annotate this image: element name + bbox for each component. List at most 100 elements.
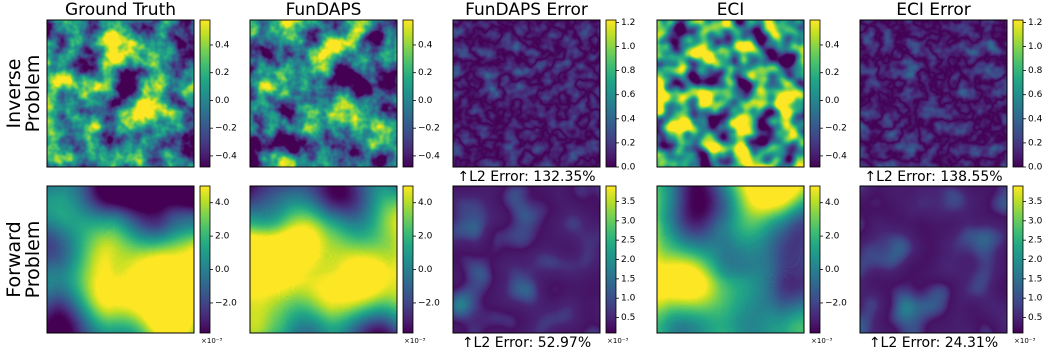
colorbar-tick-label: 0.6: [1028, 90, 1043, 100]
colorbar-exponent: ×10⁻³: [811, 337, 832, 345]
colorbar-tick-label: 0.4: [1028, 114, 1043, 124]
colorbar-tick-label: −0.4: [215, 151, 237, 161]
colorbar-tick-label: 0.5: [1028, 313, 1042, 323]
error-label: ↑L2 Error: 138.55%: [864, 169, 1002, 185]
colorbar-tick-label: 0.0: [215, 96, 230, 106]
heatmap-frame: [249, 185, 398, 334]
colorbar-tick-label: 1.2: [621, 18, 635, 28]
error-label: ↑L2 Error: 132.35%: [457, 169, 595, 185]
colorbar-tick-label: −0.2: [215, 124, 237, 134]
row-label: Problem: [22, 55, 44, 133]
colorbar-tick-label: 0.0: [825, 96, 840, 106]
colorbar-tick-label: 3.0: [621, 216, 636, 226]
colorbar-tick-label: 1.0: [1028, 294, 1043, 304]
colorbar: [1012, 185, 1024, 334]
heatmap: [453, 186, 600, 333]
heatmap: [860, 186, 1007, 333]
heatmap-frame: [859, 19, 1008, 168]
column-title: FunDAPS: [286, 0, 362, 20]
colorbar-tick-label: 2.5: [1028, 236, 1042, 246]
heatmap-frame: [249, 19, 398, 168]
colorbar-tick-label: 4.0: [215, 198, 230, 208]
colorbar-tick-label: 3.5: [1028, 197, 1042, 207]
colorbar: [402, 19, 414, 168]
heatmap-frame: [452, 185, 601, 334]
colorbar-tick-label: 0.2: [621, 138, 635, 148]
colorbar-tick-label: 1.0: [621, 294, 636, 304]
colorbar-tick-label: 2.0: [621, 255, 636, 265]
colorbar-tick-label: 0.0: [418, 265, 433, 275]
colorbar-tick-label: −0.4: [418, 151, 440, 161]
colorbar-tick-label: 0.0: [1028, 163, 1043, 173]
heatmap-frame: [656, 185, 805, 334]
colorbar-tick-label: 1.5: [1028, 274, 1042, 284]
row-label: Problem: [22, 221, 44, 299]
colorbar-exponent: ×10⁻³: [201, 337, 222, 345]
column-title: ECI: [717, 0, 745, 20]
colorbar-tick-label: 2.0: [825, 232, 840, 242]
colorbar-tick-label: 0.0: [825, 265, 840, 275]
colorbar: [199, 19, 211, 168]
heatmap-frame: [859, 185, 1008, 334]
heatmap: [860, 20, 1007, 167]
colorbar-tick-label: 0.4: [215, 40, 230, 50]
colorbar-tick-label: 1.2: [1028, 18, 1042, 28]
colorbar-exponent: ×10⁻³: [404, 337, 425, 345]
colorbar: [605, 19, 617, 168]
heatmap-frame: [46, 19, 195, 168]
colorbar-tick-label: 0.0: [621, 163, 636, 173]
colorbar-exponent: ×10⁻³: [607, 337, 628, 345]
colorbar-tick-label: −2.0: [418, 298, 440, 308]
colorbar-tick-label: 1.0: [621, 42, 636, 52]
colorbar-tick-label: 4.0: [418, 198, 433, 208]
heatmap: [453, 20, 600, 167]
heatmap: [47, 20, 194, 167]
colorbar-tick-label: 0.4: [621, 114, 636, 124]
colorbar-tick-label: 0.0: [418, 96, 433, 106]
colorbar-tick-label: 0.2: [825, 68, 839, 78]
colorbar-tick-label: 0.6: [621, 90, 636, 100]
colorbar: [809, 19, 821, 168]
colorbar-tick-label: 0.8: [621, 66, 636, 76]
colorbar-tick-label: −0.4: [825, 151, 847, 161]
colorbar-tick-label: −0.2: [418, 124, 440, 134]
colorbar-tick-label: 3.5: [621, 197, 635, 207]
colorbar: [605, 185, 617, 334]
colorbar-tick-label: −0.2: [825, 124, 847, 134]
heatmap-frame: [46, 185, 195, 334]
column-title: Ground Truth: [65, 0, 176, 20]
heatmap: [47, 186, 194, 333]
colorbar-tick-label: 0.5: [621, 313, 635, 323]
colorbar-tick-label: 0.2: [418, 68, 432, 78]
colorbar-tick-label: 2.5: [621, 236, 635, 246]
heatmap: [250, 186, 397, 333]
colorbar-tick-label: 0.8: [1028, 66, 1043, 76]
row-label: Forward: [3, 221, 25, 297]
colorbar-tick-label: 1.5: [621, 274, 635, 284]
colorbar-tick-label: 4.0: [825, 198, 840, 208]
colorbar-tick-label: 0.4: [825, 40, 840, 50]
colorbar-tick-label: −2.0: [825, 298, 847, 308]
colorbar-tick-label: 0.4: [418, 40, 433, 50]
colorbar-exponent: ×10⁻³: [1014, 337, 1035, 345]
heatmap: [657, 186, 804, 333]
colorbar: [402, 185, 414, 334]
heatmap-frame: [656, 19, 805, 168]
colorbar-tick-label: 2.0: [418, 232, 433, 242]
colorbar: [1012, 19, 1024, 168]
colorbar-tick-label: 3.0: [1028, 216, 1043, 226]
colorbar-tick-label: 1.0: [1028, 42, 1043, 52]
row-label: Inverse: [3, 59, 25, 129]
heatmap-frame: [452, 19, 601, 168]
colorbar-tick-label: 2.0: [1028, 255, 1043, 265]
colorbar: [809, 185, 821, 334]
column-title: ECI Error: [896, 0, 970, 20]
colorbar-tick-label: 2.0: [215, 232, 230, 242]
error-label: ↑L2 Error: 52.97%: [462, 335, 591, 351]
colorbar-tick-label: 0.0: [215, 265, 230, 275]
colorbar-tick-label: −2.0: [215, 298, 237, 308]
colorbar: [199, 185, 211, 334]
error-label: ↑L2 Error: 24.31%: [869, 335, 998, 351]
colorbar-tick-label: 0.2: [1028, 138, 1042, 148]
